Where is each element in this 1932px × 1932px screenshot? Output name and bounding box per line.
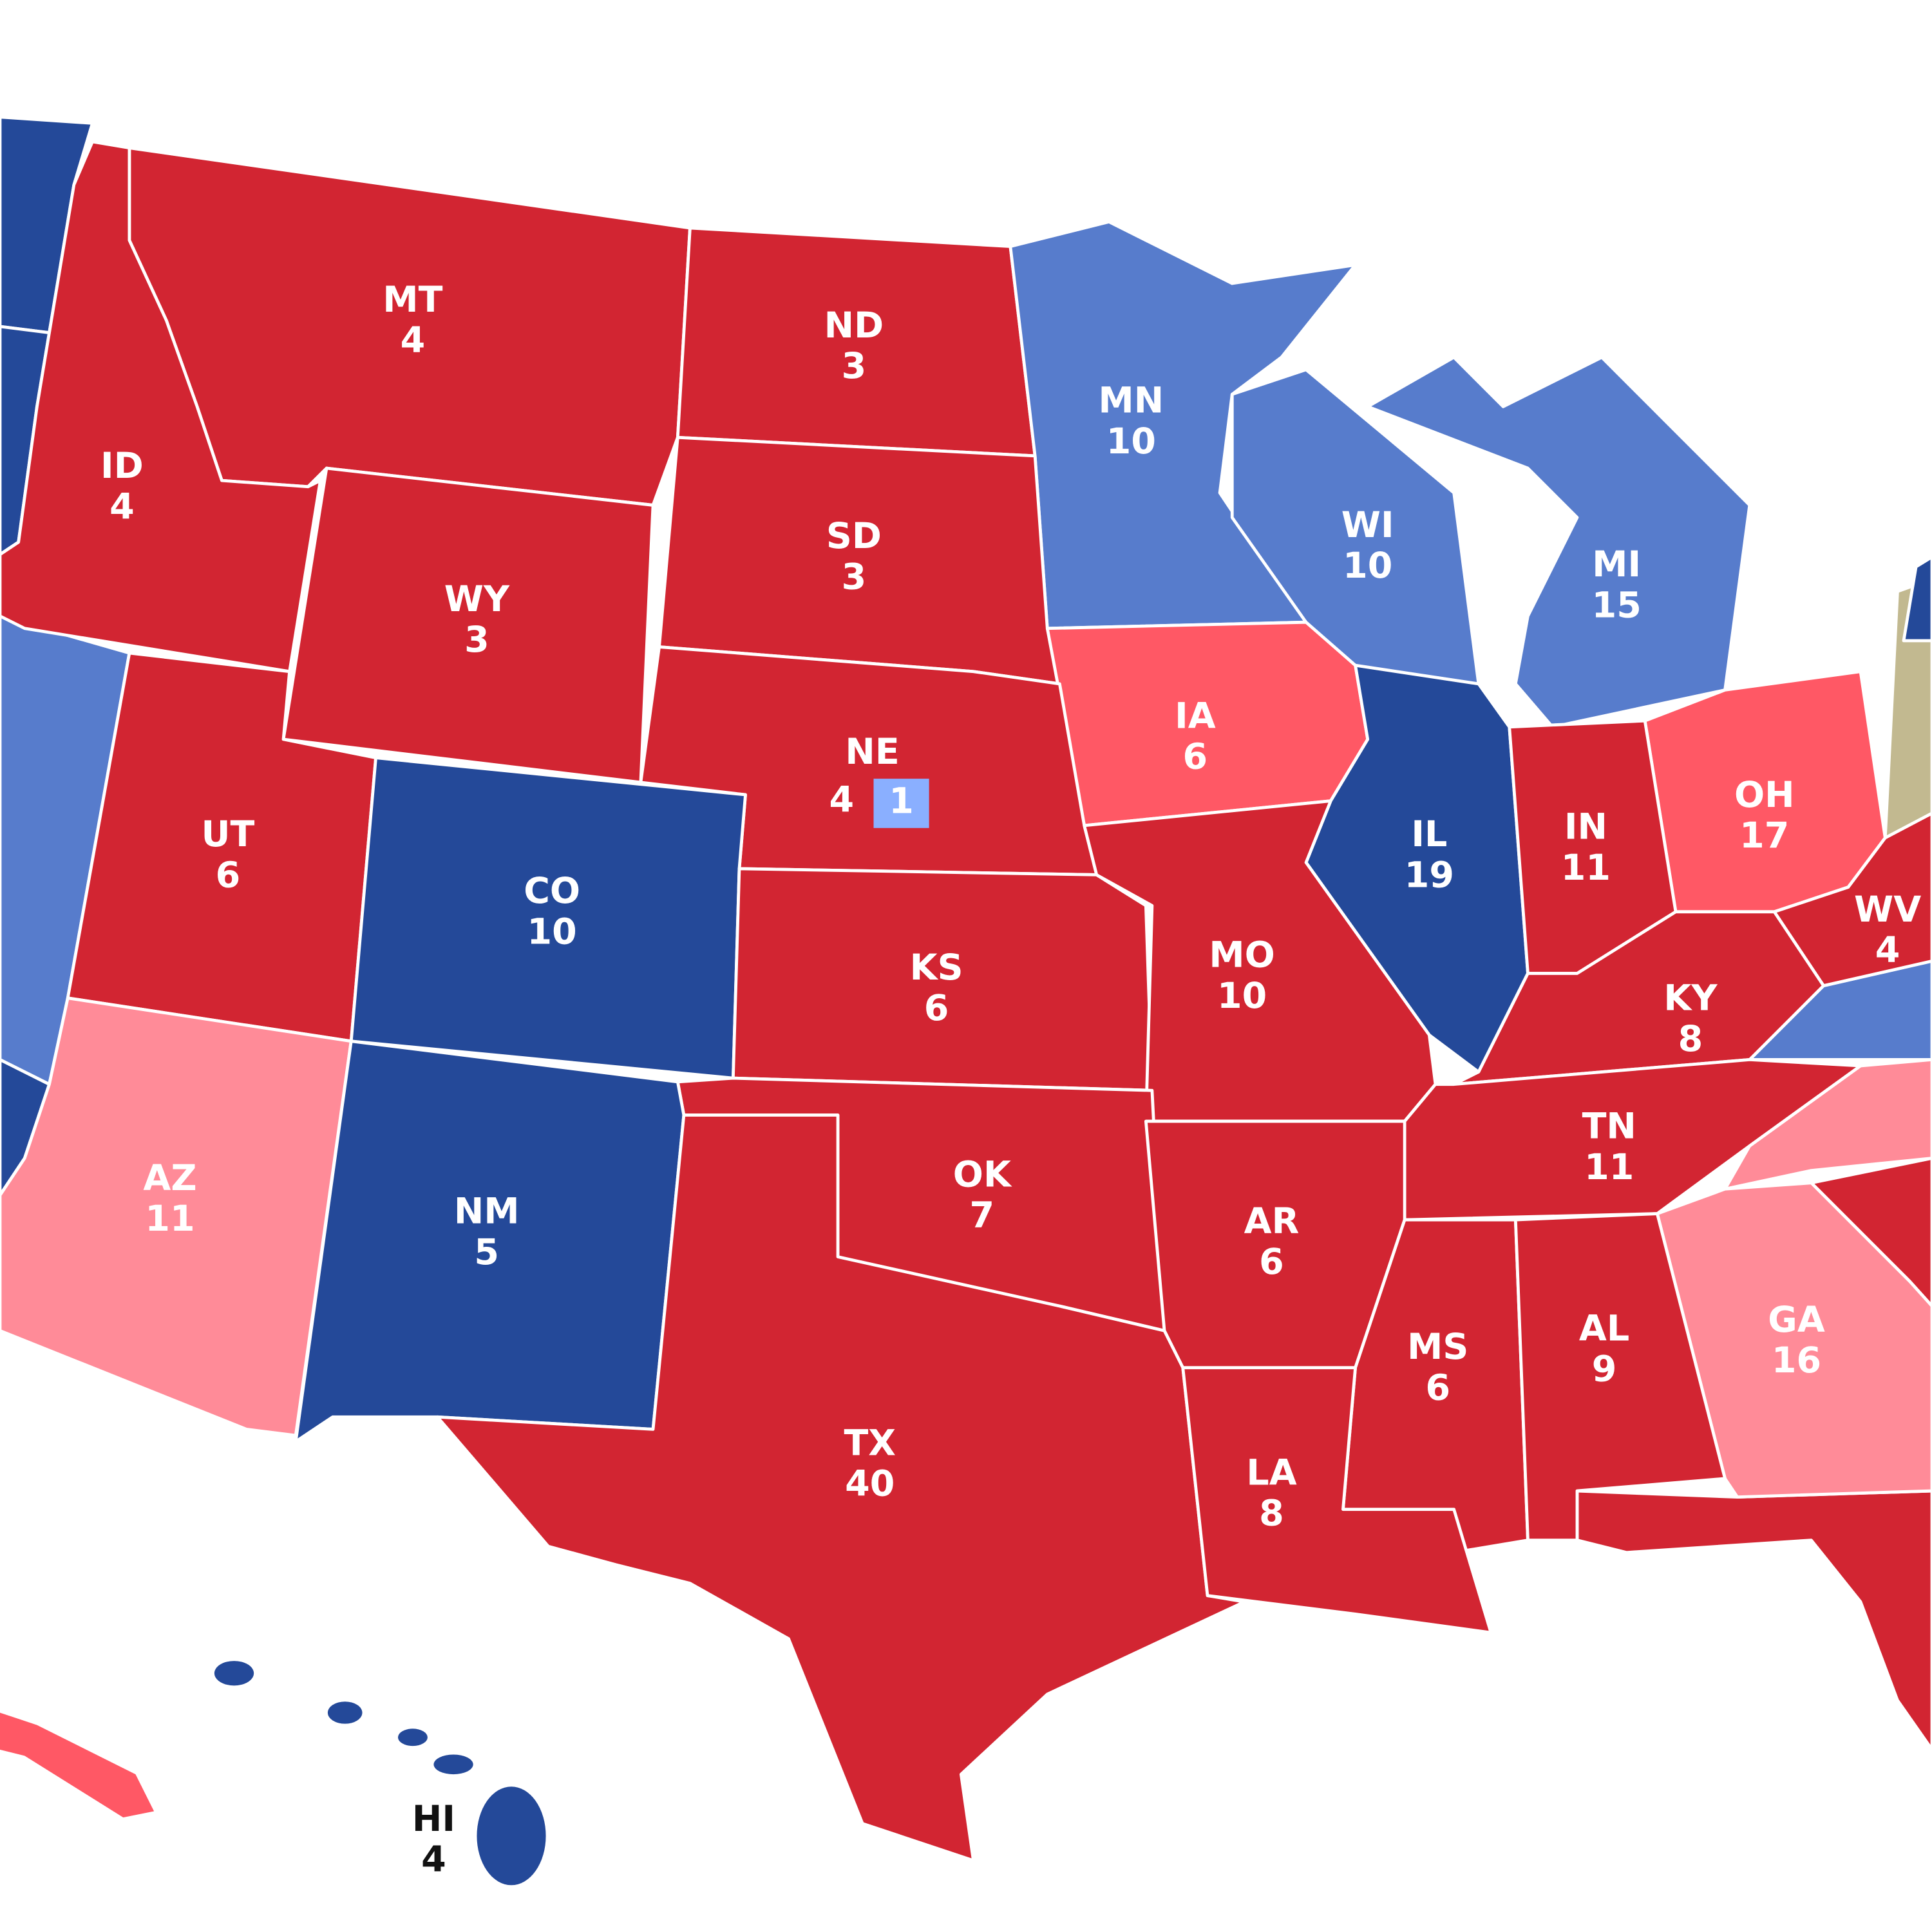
state-votes: 5 bbox=[474, 1232, 499, 1273]
state-shape bbox=[397, 1728, 428, 1747]
state-abbr: MI bbox=[1592, 544, 1641, 585]
state-votes: 6 bbox=[1425, 1367, 1450, 1408]
unlabeled-states bbox=[0, 115, 1932, 1818]
district-votes: 1 bbox=[889, 781, 914, 822]
state-votes: 10 bbox=[1343, 545, 1392, 587]
state-abbr: AZ bbox=[143, 1158, 196, 1199]
state-votes: 3 bbox=[842, 346, 867, 387]
state-abbr: TN bbox=[1582, 1106, 1636, 1148]
states bbox=[0, 140, 1932, 1886]
state-shape bbox=[214, 1661, 254, 1686]
state-votes: 6 bbox=[1259, 1242, 1284, 1283]
state-abbr: WY bbox=[444, 579, 510, 620]
state-abbr: OH bbox=[1734, 775, 1795, 816]
state-votes: 19 bbox=[1405, 855, 1454, 896]
state-shape bbox=[433, 1754, 473, 1775]
state-votes: 3 bbox=[842, 556, 867, 598]
state-shape bbox=[1304, 663, 1530, 1074]
state-abbr: NE bbox=[845, 732, 899, 773]
state-shape bbox=[327, 1701, 363, 1724]
state-abbr: WI bbox=[1341, 505, 1394, 546]
state-votes: 4 bbox=[829, 780, 854, 821]
state-abbr: ND bbox=[824, 305, 884, 346]
state-votes: 40 bbox=[845, 1464, 895, 1505]
state-votes: 17 bbox=[1739, 815, 1789, 857]
state-abbr: HI bbox=[412, 1799, 455, 1840]
state-abbr: SD bbox=[826, 516, 882, 557]
state-votes: 4 bbox=[401, 320, 426, 361]
state-shape bbox=[435, 1113, 1246, 1862]
state-abbr: MT bbox=[383, 279, 442, 321]
state-votes: 6 bbox=[1183, 737, 1208, 778]
state-shape bbox=[1575, 1489, 1932, 1752]
state-abbr: MS bbox=[1407, 1327, 1468, 1368]
state-abbr: GA bbox=[1768, 1300, 1825, 1341]
state-shape bbox=[1181, 1366, 1493, 1634]
state-abbr: WV bbox=[1854, 889, 1921, 931]
state-abbr: AR bbox=[1244, 1201, 1300, 1242]
state-abbr: LA bbox=[1246, 1452, 1296, 1493]
state-votes: 11 bbox=[1561, 848, 1611, 889]
state-votes: 8 bbox=[1678, 1019, 1703, 1060]
state-abbr: TX bbox=[844, 1423, 896, 1464]
state-abbr: CO bbox=[524, 871, 580, 912]
state-abbr: MO bbox=[1209, 935, 1274, 976]
state-abbr: KY bbox=[1663, 978, 1718, 1019]
state-votes: 15 bbox=[1592, 585, 1642, 626]
state-shape bbox=[1452, 910, 1826, 1086]
state-votes: 10 bbox=[1217, 976, 1267, 1017]
state-votes: 10 bbox=[527, 911, 577, 952]
state-votes: 9 bbox=[1592, 1349, 1617, 1390]
state-votes: 4 bbox=[109, 486, 135, 527]
state-votes: 4 bbox=[1875, 930, 1900, 971]
state-shape bbox=[1655, 1181, 1932, 1499]
state-votes: 16 bbox=[1772, 1340, 1821, 1381]
state-abbr: NM bbox=[454, 1191, 520, 1233]
state-abbr: IL bbox=[1411, 814, 1447, 855]
state-shape bbox=[0, 1712, 155, 1818]
state-abbr: AL bbox=[1579, 1308, 1629, 1349]
state-votes: 6 bbox=[216, 855, 241, 896]
state-votes: 10 bbox=[1106, 421, 1156, 462]
district-box bbox=[873, 779, 929, 828]
state-abbr: OK bbox=[953, 1154, 1012, 1195]
state-shape bbox=[477, 1786, 546, 1886]
state-shape bbox=[1513, 1212, 1727, 1542]
state-abbr: IN bbox=[1564, 807, 1607, 848]
state-abbr: ID bbox=[100, 446, 144, 487]
state-shape bbox=[1902, 555, 1932, 643]
state-votes: 3 bbox=[464, 620, 489, 661]
state-votes: 4 bbox=[421, 1839, 446, 1880]
state-abbr: IA bbox=[1175, 696, 1216, 737]
state-abbr: MN bbox=[1099, 381, 1164, 422]
state-abbr: UT bbox=[202, 814, 255, 855]
state-votes: 7 bbox=[970, 1195, 995, 1236]
state-votes: 8 bbox=[1259, 1493, 1284, 1534]
state-abbr: KS bbox=[910, 947, 963, 989]
state-votes: 11 bbox=[1584, 1147, 1634, 1188]
state-votes: 11 bbox=[145, 1198, 194, 1240]
state-votes: 6 bbox=[924, 988, 949, 1029]
